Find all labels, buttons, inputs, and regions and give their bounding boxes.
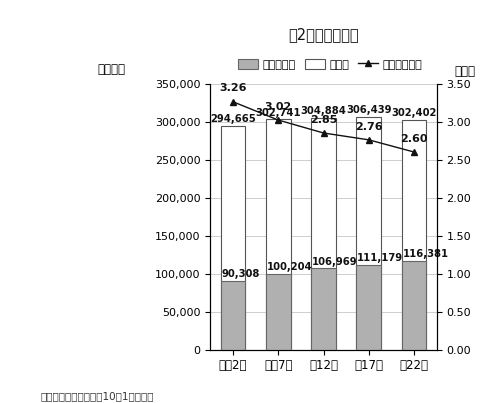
Text: 3.02: 3.02 (265, 102, 292, 112)
Bar (356, 117, 381, 350)
Text: （世帯）: （世帯） (97, 63, 125, 76)
Text: 90,308: 90,308 (221, 269, 260, 279)
Bar (311, 268, 336, 350)
Bar (402, 120, 426, 350)
Text: 111,179: 111,179 (357, 253, 403, 263)
Text: 306,439: 306,439 (346, 105, 392, 115)
Bar (266, 274, 291, 350)
Text: 302,741: 302,741 (256, 108, 301, 118)
Text: 2.60: 2.60 (400, 135, 428, 144)
Bar (311, 118, 336, 350)
Bar (221, 281, 245, 350)
Text: 304,884: 304,884 (300, 106, 346, 116)
Text: 106,969: 106,969 (312, 257, 358, 266)
Text: （人）: （人） (455, 65, 476, 78)
Bar (221, 126, 245, 350)
Bar (402, 261, 426, 350)
Title: 囲2　世帯の状況: 囲2 世帯の状況 (288, 27, 359, 42)
Bar (266, 120, 291, 350)
Text: 100,204: 100,204 (267, 262, 312, 272)
Legend: 一般世帯数, 総人口, 平均世帯人員: 一般世帯数, 総人口, 平均世帯人員 (234, 54, 427, 74)
Text: 302,402: 302,402 (391, 108, 436, 118)
Bar (356, 265, 381, 350)
Text: 116,381: 116,381 (403, 249, 449, 260)
Text: 2.76: 2.76 (355, 122, 383, 132)
Text: 2.85: 2.85 (310, 115, 337, 125)
Text: 資料）国勢調査（各年10月1日現在）: 資料）国勢調査（各年10月1日現在） (40, 391, 154, 401)
Text: 294,665: 294,665 (210, 114, 256, 124)
Text: 3.26: 3.26 (219, 83, 247, 93)
